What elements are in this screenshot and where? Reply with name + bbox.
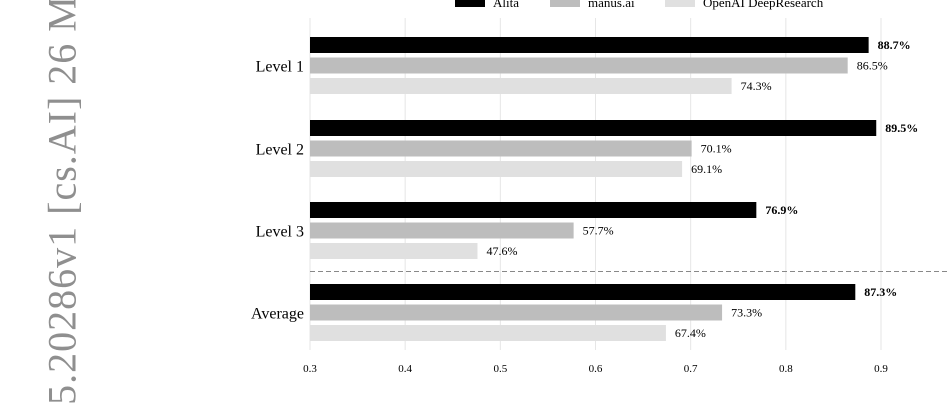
data-label: 86.5% bbox=[857, 59, 888, 73]
category-label: Level 2 bbox=[256, 142, 304, 159]
bars bbox=[310, 37, 877, 341]
x-tick-label: 0.7 bbox=[684, 363, 698, 375]
bar-alita bbox=[310, 284, 856, 300]
bar-openai-deepresearch bbox=[310, 325, 666, 341]
bar-alita bbox=[310, 202, 757, 218]
bar-openai-deepresearch bbox=[310, 161, 683, 177]
x-tick-label: 0.5 bbox=[493, 363, 507, 375]
data-label: 70.1% bbox=[701, 142, 732, 156]
data-label: 88.7% bbox=[878, 38, 911, 52]
legend-label: manus.ai bbox=[588, 0, 635, 10]
category-labels: Level 1 Level 2 Level 3 Average bbox=[251, 59, 304, 323]
data-label: 89.5% bbox=[885, 121, 918, 135]
legend-swatch bbox=[665, 0, 695, 7]
legend-label: OpenAI DeepResearch bbox=[703, 0, 824, 10]
value-labels: 88.7% 86.5% 74.3% 89.5% 70.1% 69.1% 76.9% 57.7%… bbox=[486, 38, 918, 340]
bar-manus-ai bbox=[310, 304, 723, 321]
x-tick-label: 0.9 bbox=[874, 363, 888, 375]
legend-swatch bbox=[455, 0, 485, 7]
bar-manus-ai bbox=[310, 140, 692, 157]
x-axis-ticks: 0.3 0.4 0.5 0.6 0.7 0.8 0.9 bbox=[303, 363, 888, 375]
bar-openai-deepresearch bbox=[310, 243, 478, 259]
x-tick-label: 0.4 bbox=[398, 363, 412, 375]
x-tick-label: 0.6 bbox=[589, 363, 603, 375]
legend-swatch bbox=[550, 0, 580, 7]
data-label: 67.4% bbox=[675, 326, 706, 340]
data-label: 76.9% bbox=[765, 203, 798, 217]
data-label: 57.7% bbox=[583, 224, 614, 238]
category-label: Level 3 bbox=[256, 224, 304, 241]
data-label: 74.3% bbox=[741, 79, 772, 93]
data-label: 69.1% bbox=[691, 162, 722, 176]
bar-manus-ai bbox=[310, 222, 574, 239]
category-label: Average bbox=[251, 306, 304, 323]
bar-manus-ai bbox=[310, 57, 848, 74]
x-tick-label: 0.3 bbox=[303, 363, 317, 375]
bar-openai-deepresearch bbox=[310, 78, 732, 94]
data-label: 47.6% bbox=[486, 244, 517, 258]
bar-alita bbox=[310, 120, 877, 136]
x-tick-label: 0.8 bbox=[779, 363, 793, 375]
bar-alita bbox=[310, 37, 869, 53]
legend-label: Alita bbox=[493, 0, 519, 10]
category-label: Level 1 bbox=[256, 59, 304, 76]
data-label: 73.3% bbox=[731, 306, 762, 320]
data-label: 87.3% bbox=[864, 285, 897, 299]
legend: Alita manus.ai OpenAI DeepResearch bbox=[455, 0, 824, 10]
